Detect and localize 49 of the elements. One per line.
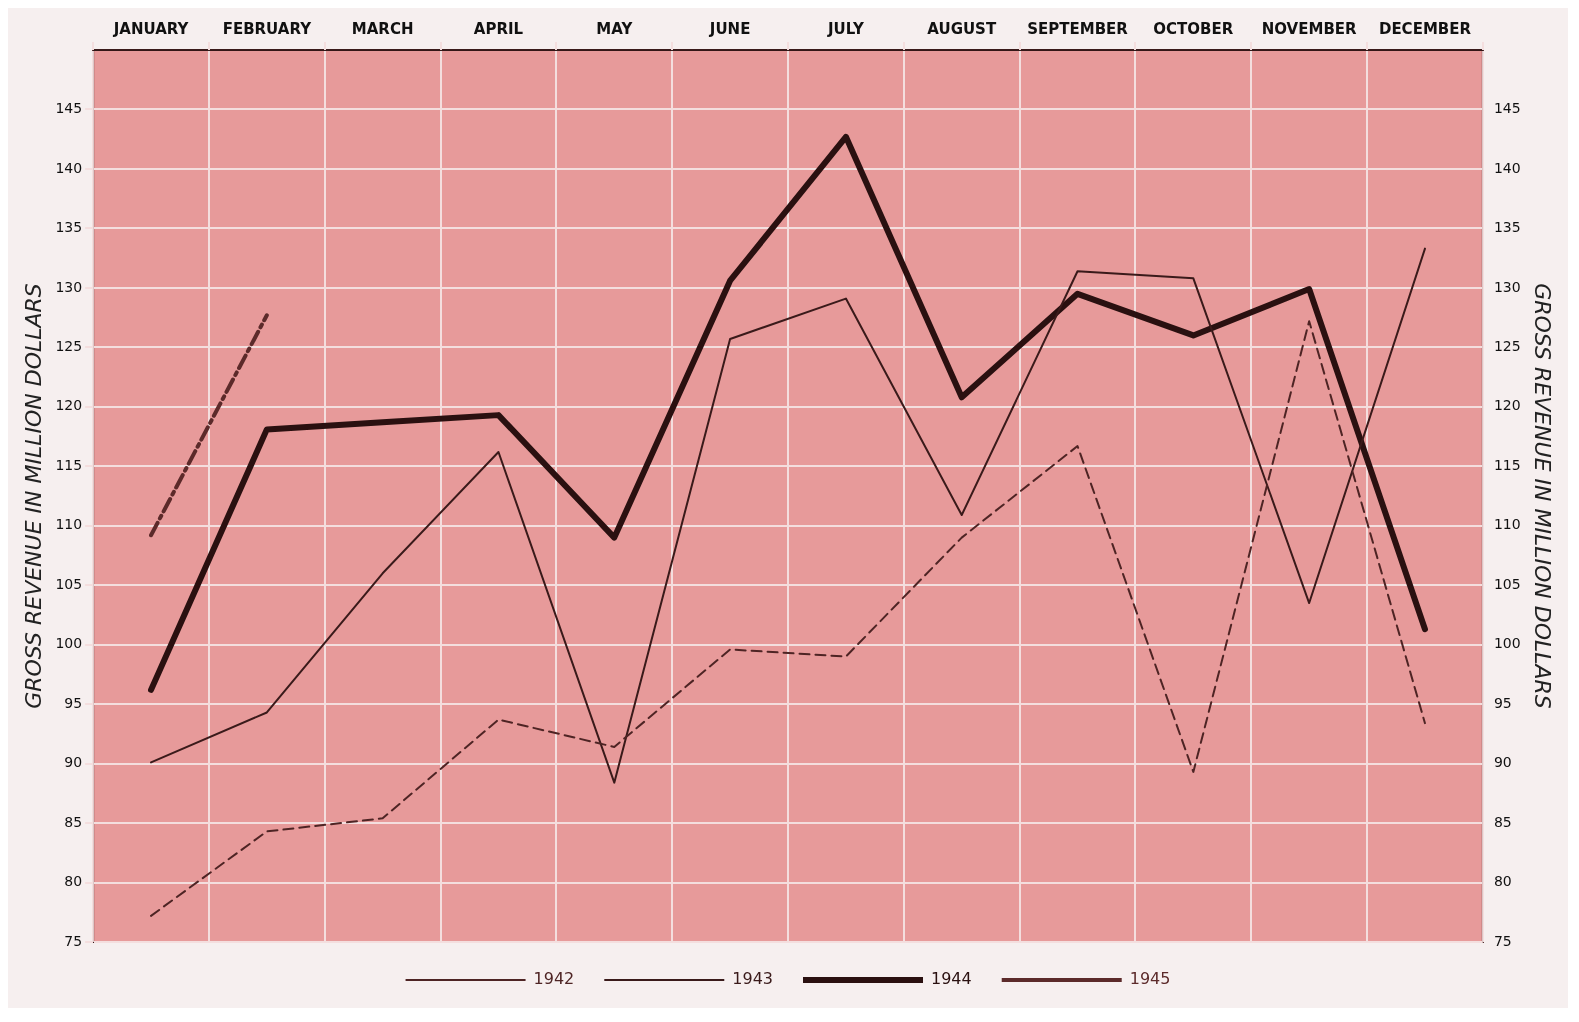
y2-tick-label: 85 — [1493, 813, 1512, 830]
y-tick-label: 75 — [64, 932, 83, 949]
x-tick-label: NOVEMBER — [1261, 19, 1358, 38]
y2-tick-label: 120 — [1493, 397, 1521, 414]
y-tick-label: 115 — [55, 456, 83, 473]
x-tick-label: SEPTEMBER — [1027, 19, 1129, 38]
y2-tick-label: 80 — [1493, 873, 1512, 890]
y-tick-label: 130 — [55, 278, 83, 295]
y2-tick-label: 90 — [1493, 754, 1512, 771]
x-tick-label: JULY — [826, 19, 865, 38]
y2-tick-label: 100 — [1493, 635, 1521, 652]
y2-tick-label: 125 — [1493, 337, 1521, 354]
y2-tick-label: 95 — [1493, 694, 1512, 711]
y2-tick-label: 140 — [1493, 159, 1521, 176]
y2-tick-label: 110 — [1493, 516, 1521, 533]
line-series — [150, 320, 1426, 917]
y-tick-label: 110 — [55, 516, 83, 533]
text: 1943 — [732, 969, 773, 989]
x-tick-label: AUGUST — [927, 19, 997, 38]
x-tick-label: JANUARY — [112, 19, 190, 38]
x-tick-label: MAY — [596, 19, 634, 38]
text: 1944 — [931, 969, 972, 989]
y2-tick-label: 115 — [1493, 456, 1521, 473]
y2-tick-label: 135 — [1493, 219, 1521, 236]
y-tick-label: 95 — [64, 694, 83, 711]
text: 1945 — [1129, 969, 1171, 989]
y-tick-label: 125 — [55, 337, 83, 354]
x-tick-label: DECEMBER — [1378, 19, 1472, 38]
x-tick-label: APRIL — [473, 19, 524, 38]
y-tick-label: 120 — [55, 397, 83, 414]
y2-tick-label: 75 — [1493, 932, 1512, 949]
y-tick-label: 80 — [64, 873, 83, 890]
x-tick-label: FEBRUARY — [222, 19, 313, 38]
y2-tick-label: 130 — [1493, 278, 1521, 295]
x-tick-label: JUNE — [708, 19, 751, 38]
x-tick-label: MARCH — [351, 19, 414, 38]
y-tick-label: 100 — [55, 635, 83, 652]
y-tick-label: 90 — [64, 754, 83, 771]
y-axis-title: GROSS REVENUE IN MILLION DOLLARS — [20, 283, 46, 709]
y-tick-label: 85 — [64, 813, 83, 830]
y2-axis-title: GROSS REVENUE IN MILLION DOLLARS — [1530, 283, 1556, 709]
y-tick-label: 145 — [55, 100, 83, 117]
x-tick-label: OCTOBER — [1153, 19, 1234, 38]
y-tick-label: 135 — [55, 219, 83, 236]
y2-tick-label: 145 — [1493, 100, 1521, 117]
y-tick-label: 140 — [55, 159, 83, 176]
y-tick-label: 105 — [55, 575, 83, 592]
y2-tick-label: 105 — [1493, 575, 1521, 592]
text: 1942 — [533, 969, 575, 989]
